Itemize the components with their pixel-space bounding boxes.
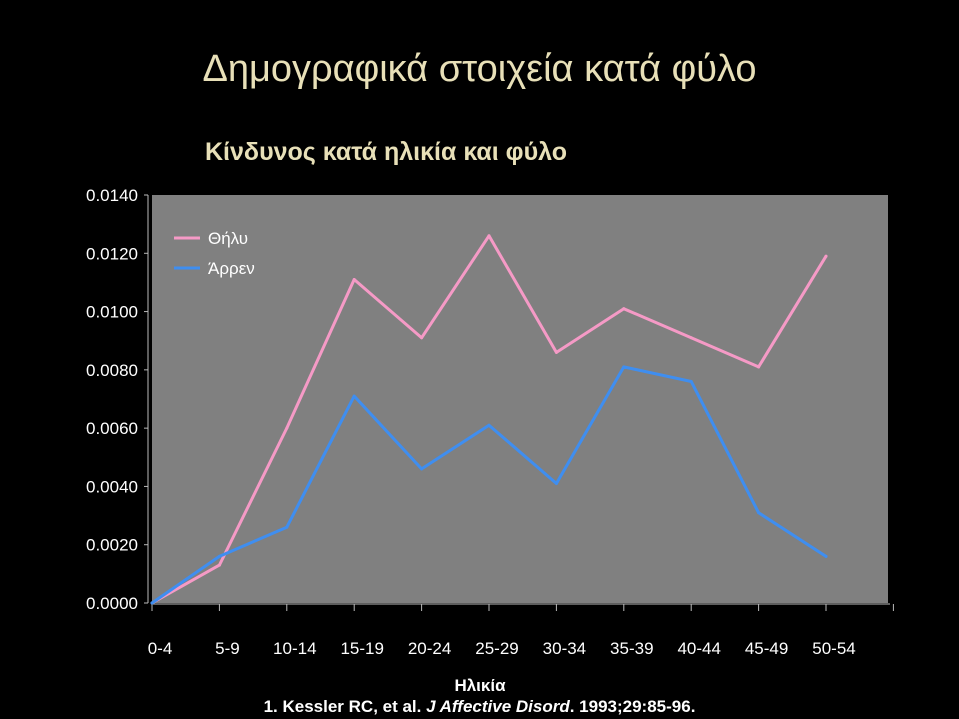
- x-tick-label: 0-4: [148, 639, 173, 658]
- y-tick-label: 0.0080: [86, 361, 138, 380]
- y-tick-label: 0.0120: [86, 244, 138, 263]
- x-tick-label: 50-54: [812, 639, 855, 658]
- slide-title: Δημογραφικά στοιχεία κατά φύλο: [202, 48, 757, 90]
- data-point: [487, 234, 491, 238]
- data-point: [420, 336, 424, 340]
- data-point: [622, 307, 626, 311]
- data-point: [285, 525, 289, 529]
- data-point: [420, 467, 424, 471]
- data-point: [824, 254, 828, 258]
- data-point: [150, 601, 154, 605]
- y-tick-label: 0.0060: [86, 419, 138, 438]
- legend-label: Άρρεν: [208, 259, 255, 278]
- x-axis-label: Ηλικία: [454, 676, 506, 695]
- y-tick-label: 0.0020: [86, 536, 138, 555]
- data-point: [757, 365, 761, 369]
- data-point: [487, 423, 491, 427]
- citation-journal: J Affective Disord: [426, 697, 570, 716]
- y-tick-label: 0.0000: [86, 594, 138, 613]
- x-tick-label: 45-49: [745, 639, 788, 658]
- data-point: [352, 278, 356, 282]
- citation: 1. Kessler RC, et al. J Affective Disord…: [0, 697, 959, 717]
- y-tick-label: 0.0040: [86, 477, 138, 496]
- citation-rest: . 1993;29:85-96.: [569, 697, 696, 716]
- data-point: [285, 426, 289, 430]
- data-point: [757, 511, 761, 515]
- x-tick-label: 10-14: [273, 639, 316, 658]
- chart-title: Κίνδυνος κατά ηλικία και φύλο: [205, 138, 567, 166]
- data-point: [689, 380, 693, 384]
- data-point: [217, 563, 221, 567]
- data-point: [352, 394, 356, 398]
- x-tick-label: 5-9: [215, 639, 240, 658]
- y-tick-label: 0.0100: [86, 303, 138, 322]
- x-tick-label: 30-34: [543, 639, 586, 658]
- plot-area: [152, 195, 888, 603]
- x-tick-label: 35-39: [610, 639, 653, 658]
- x-axis: 0-4 5-9 10-14 15-19 20-24 25-29 30-34 35-39 40-4…: [148, 603, 894, 658]
- x-tick-label: 20-24: [408, 639, 451, 658]
- data-point: [554, 482, 558, 486]
- series-layer: [150, 234, 828, 605]
- y-axis: 0.0000 0.0020 0.0040 0.0060 0.0080 0.0100 0.01…: [86, 186, 149, 613]
- x-tick-label: 40-44: [677, 639, 720, 658]
- x-tick-label: 25-29: [475, 639, 518, 658]
- data-point: [824, 554, 828, 558]
- data-point: [554, 350, 558, 354]
- data-point: [622, 365, 626, 369]
- legend: Θήλυ Άρρεν: [174, 229, 255, 278]
- data-point: [217, 554, 221, 558]
- legend-label: Θήλυ: [208, 229, 248, 248]
- citation-authors: 1. Kessler RC, et al.: [263, 697, 427, 716]
- data-point: [689, 336, 693, 340]
- y-tick-label: 0.0140: [86, 186, 138, 205]
- x-tick-label: 15-19: [340, 639, 383, 658]
